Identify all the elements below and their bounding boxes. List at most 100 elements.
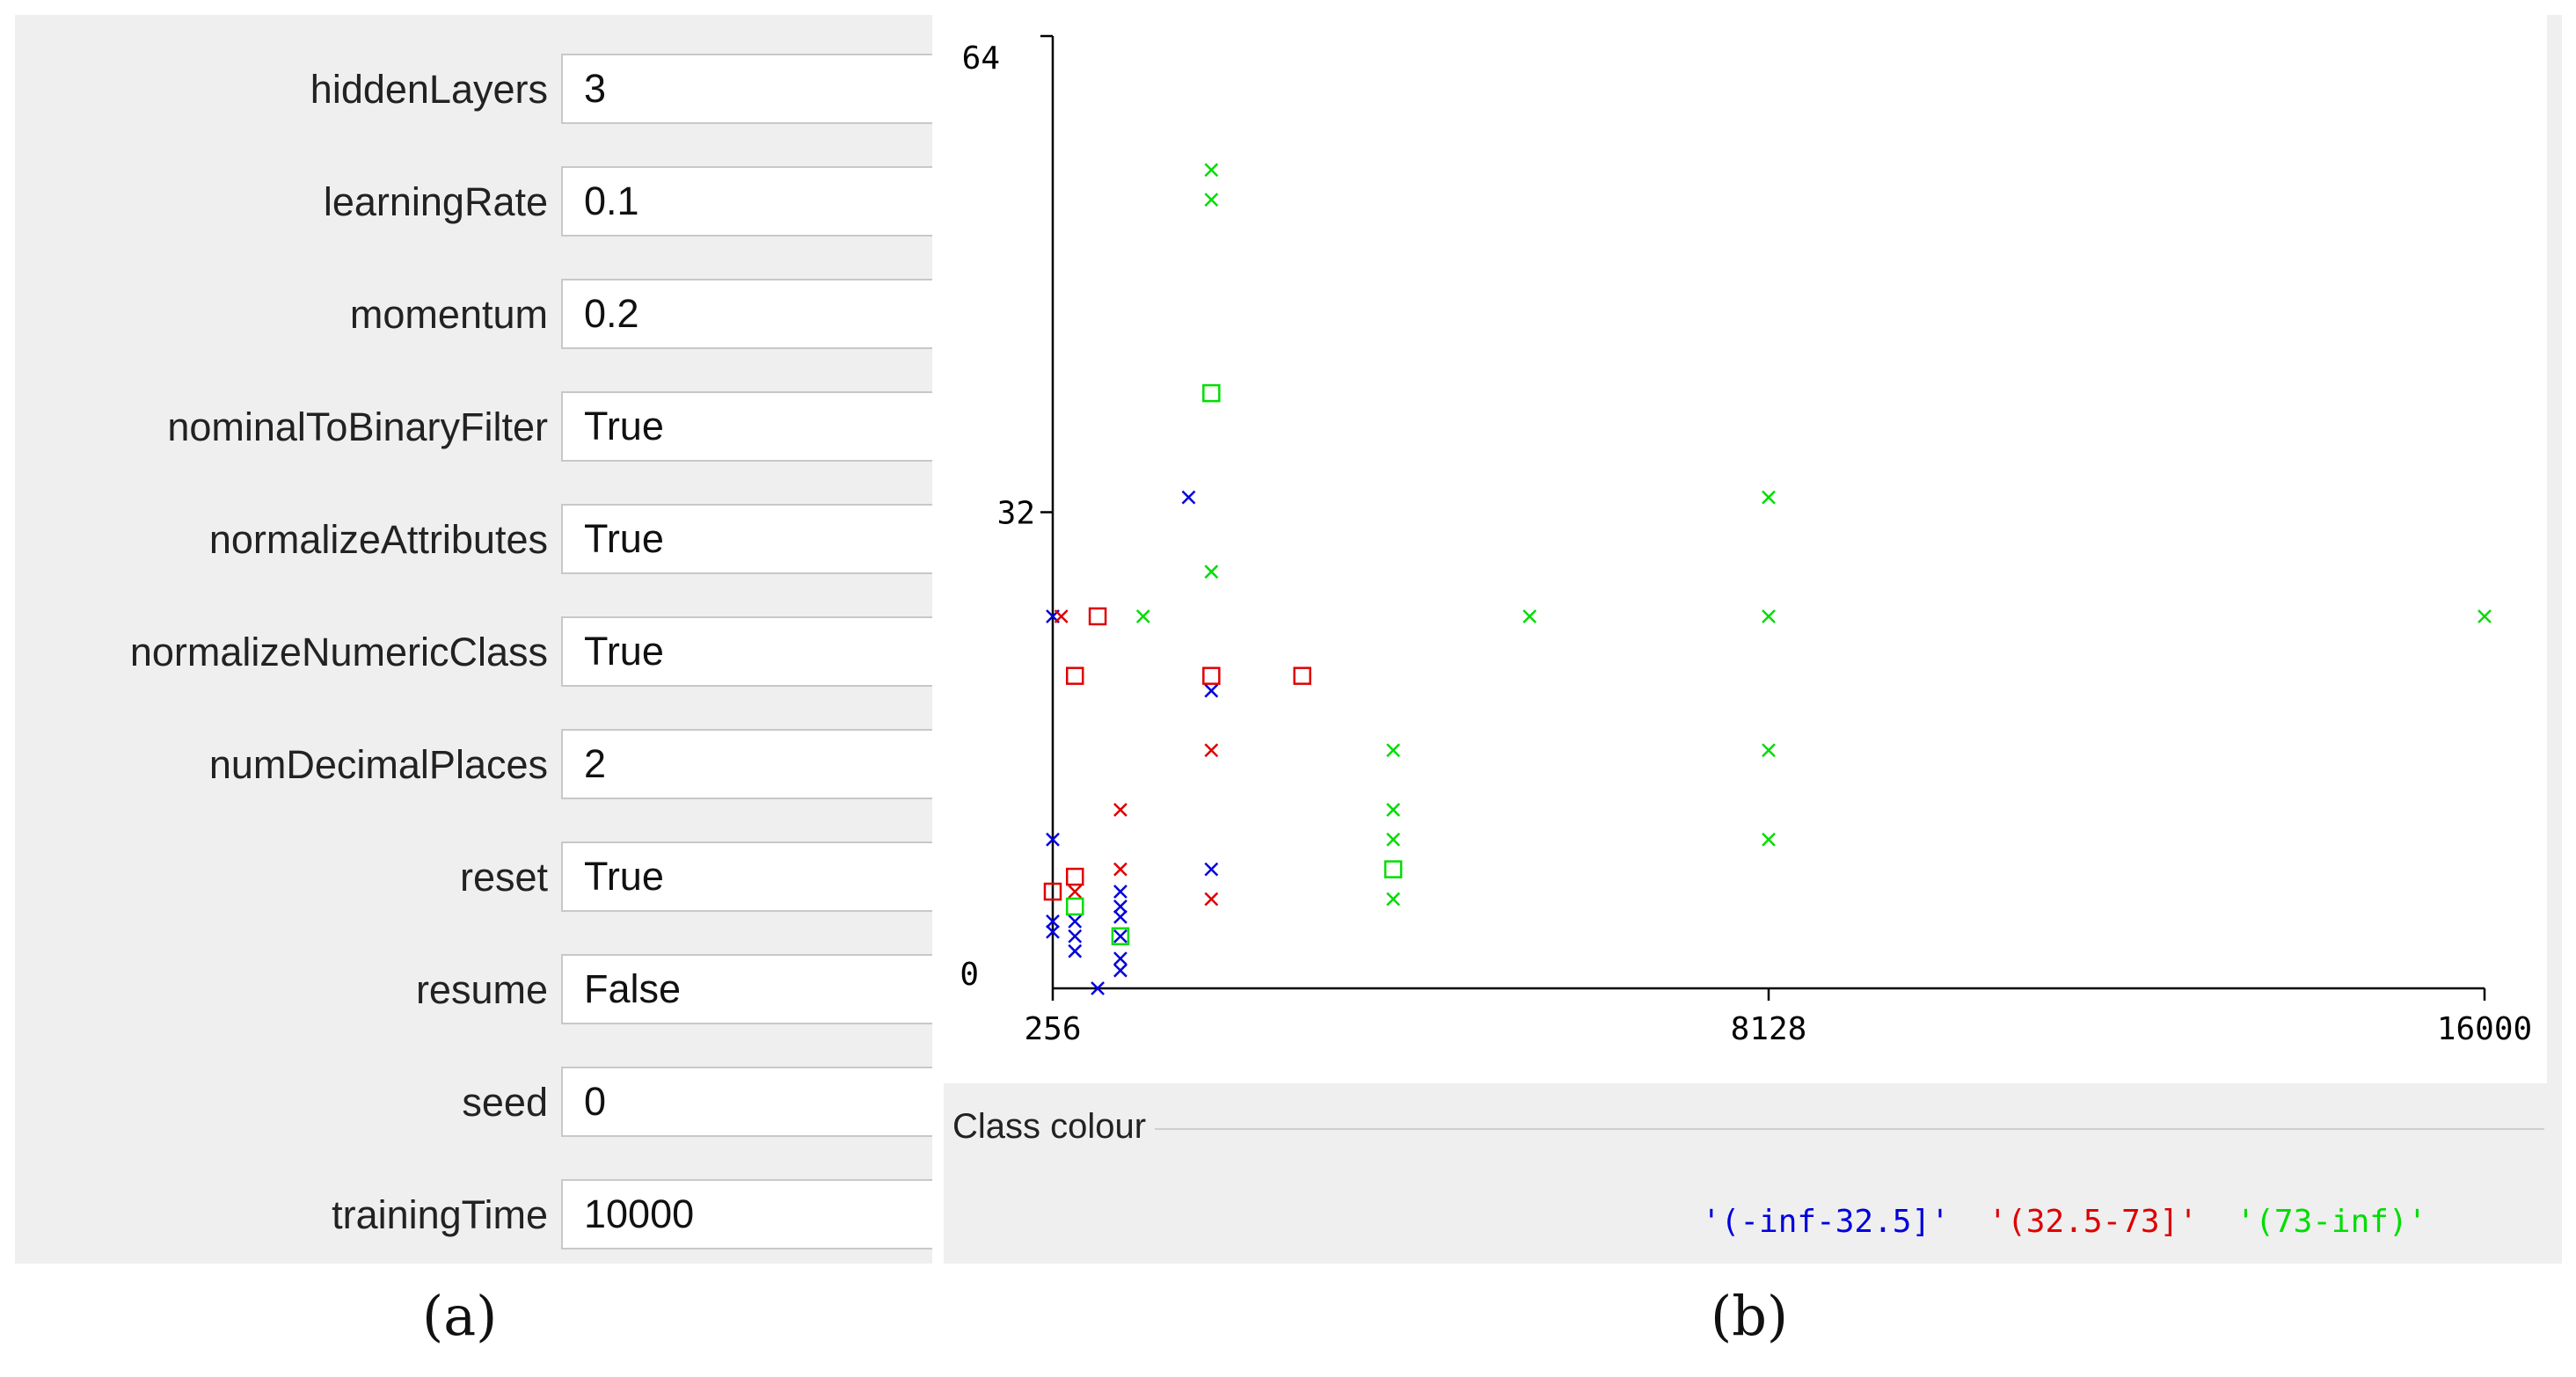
property-value: 2 bbox=[584, 741, 607, 786]
property-label: trainingTime bbox=[332, 1192, 548, 1237]
property-row: resume False bbox=[15, 951, 932, 1030]
property-row: normalizeAttributes True bbox=[15, 500, 932, 579]
property-label: nominalToBinaryFilter bbox=[167, 404, 548, 449]
data-point-x bbox=[1068, 914, 1083, 929]
property-label: hiddenLayers bbox=[310, 67, 548, 112]
property-value-field[interactable]: True bbox=[561, 391, 932, 462]
property-value-field[interactable]: True bbox=[561, 842, 932, 912]
y-tick-label: 64 bbox=[962, 40, 1000, 76]
x-tick-label: 8128 bbox=[1731, 1011, 1807, 1047]
data-point-x bbox=[1762, 832, 1776, 847]
property-value-field[interactable]: False bbox=[561, 954, 932, 1024]
data-point-x bbox=[1386, 892, 1401, 907]
x-tick-label: 16000 bbox=[2437, 1011, 2532, 1047]
data-point-x bbox=[1113, 885, 1127, 899]
class-colour-title: Class colour bbox=[952, 1107, 1154, 1147]
data-point-square bbox=[1383, 860, 1403, 878]
data-point-x bbox=[1068, 944, 1083, 958]
data-point-square bbox=[1065, 867, 1084, 886]
data-point-x bbox=[1046, 832, 1060, 847]
data-point-square bbox=[1293, 667, 1311, 685]
property-value: True bbox=[584, 404, 664, 448]
data-point-x bbox=[1386, 803, 1401, 817]
data-point-square bbox=[1065, 667, 1084, 685]
property-label: momentum bbox=[349, 292, 548, 337]
property-label: learningRate bbox=[323, 179, 548, 224]
property-value: False bbox=[584, 966, 682, 1011]
data-point-x bbox=[1113, 951, 1127, 966]
data-point-square bbox=[1088, 607, 1107, 626]
property-row: normalizeNumericClass True bbox=[15, 613, 932, 692]
data-point-x bbox=[1204, 743, 1219, 758]
property-value-field[interactable]: 0.1 bbox=[561, 166, 932, 237]
legend-entry-high[interactable]: '(73-inf)' bbox=[2236, 1204, 2427, 1240]
property-label: seed bbox=[462, 1080, 548, 1125]
property-value-field[interactable]: True bbox=[561, 616, 932, 687]
property-row: momentum 0.2 bbox=[15, 275, 932, 354]
legend-entry-low[interactable]: '(-inf-32.5]' bbox=[1702, 1204, 1950, 1240]
property-value: 10000 bbox=[584, 1191, 695, 1236]
data-point-square bbox=[1065, 897, 1084, 916]
property-row: numDecimalPlaces 2 bbox=[15, 725, 932, 805]
property-row: reset True bbox=[15, 838, 932, 917]
data-point-x bbox=[1046, 924, 1060, 939]
class-colour-section: Class colour '(-inf-32.5]' '(32.5-73]' '… bbox=[944, 1089, 2562, 1264]
data-point-square bbox=[1111, 927, 1130, 946]
data-point-x bbox=[1068, 885, 1083, 899]
property-row: learningRate 0.1 bbox=[15, 163, 932, 242]
data-point-x bbox=[1113, 862, 1127, 877]
property-value: True bbox=[584, 629, 664, 674]
property-value: True bbox=[584, 854, 664, 899]
property-value-field[interactable]: 3 bbox=[561, 54, 932, 124]
property-value: True bbox=[584, 516, 664, 561]
legend-entry-mid[interactable]: '(32.5-73]' bbox=[1988, 1204, 2198, 1240]
property-row: seed 0 bbox=[15, 1063, 932, 1142]
property-row: trainingTime 10000 bbox=[15, 1176, 932, 1255]
property-value-field[interactable]: 0.2 bbox=[561, 279, 932, 349]
data-point-x bbox=[1091, 981, 1105, 995]
data-point-x bbox=[1204, 892, 1219, 907]
property-row: nominalToBinaryFilter True bbox=[15, 388, 932, 467]
data-point-x bbox=[1762, 609, 1776, 623]
data-point-x bbox=[1046, 914, 1060, 929]
data-point-x bbox=[1204, 683, 1219, 698]
data-point-x bbox=[1522, 609, 1537, 623]
property-label: normalizeNumericClass bbox=[129, 630, 548, 674]
caption-a: (a) bbox=[422, 1284, 498, 1348]
class-colour-divider bbox=[1155, 1128, 2544, 1130]
property-row: hiddenLayers 3 bbox=[15, 50, 932, 129]
property-value-field[interactable]: 2 bbox=[561, 729, 932, 799]
data-point-x bbox=[1113, 963, 1127, 978]
data-point-x bbox=[1113, 929, 1127, 944]
data-point-x bbox=[1204, 163, 1219, 178]
property-value: 3 bbox=[584, 66, 607, 111]
data-point-x bbox=[1113, 909, 1127, 924]
plot-area-background bbox=[944, 15, 2547, 1083]
class-colour-legend: '(-inf-32.5]' '(32.5-73]' '(73-inf)' bbox=[1702, 1204, 2446, 1240]
scatter-plot: 0 32 64 256 8128 16000 bbox=[944, 15, 2547, 1083]
caption-b: (b) bbox=[1711, 1284, 1789, 1348]
data-point-x bbox=[1762, 490, 1776, 505]
property-value-field[interactable]: 0 bbox=[561, 1067, 932, 1137]
tick-layer: 0 32 64 256 8128 16000 bbox=[960, 34, 2532, 1047]
property-value-field[interactable]: 10000 bbox=[561, 1179, 932, 1250]
data-point-x bbox=[2477, 609, 2492, 623]
data-point-x bbox=[1068, 929, 1083, 944]
property-label: numDecimalPlaces bbox=[208, 742, 548, 787]
property-value: 0.1 bbox=[584, 178, 639, 223]
properties-panel: hiddenLayers 3 learningRate 0.1 momentum 0.2 n… bbox=[15, 15, 932, 1264]
y-tick-label: 0 bbox=[960, 957, 979, 993]
data-point-x bbox=[1386, 743, 1401, 758]
data-point-x bbox=[1135, 609, 1150, 623]
property-value-field[interactable]: True bbox=[561, 504, 932, 574]
data-point-x bbox=[1113, 900, 1127, 914]
property-label: normalizeAttributes bbox=[208, 517, 548, 562]
data-point-x bbox=[1386, 832, 1401, 847]
y-tick-label: 32 bbox=[997, 496, 1035, 532]
data-point-x bbox=[1762, 743, 1776, 758]
plot-panel: 0 32 64 256 8128 16000 Class colour '(-inf-32… bbox=[944, 15, 2562, 1264]
data-point-x bbox=[1204, 193, 1219, 208]
data-point-x bbox=[1054, 609, 1069, 623]
property-value: 0 bbox=[584, 1079, 607, 1124]
data-point-square bbox=[1202, 383, 1221, 403]
